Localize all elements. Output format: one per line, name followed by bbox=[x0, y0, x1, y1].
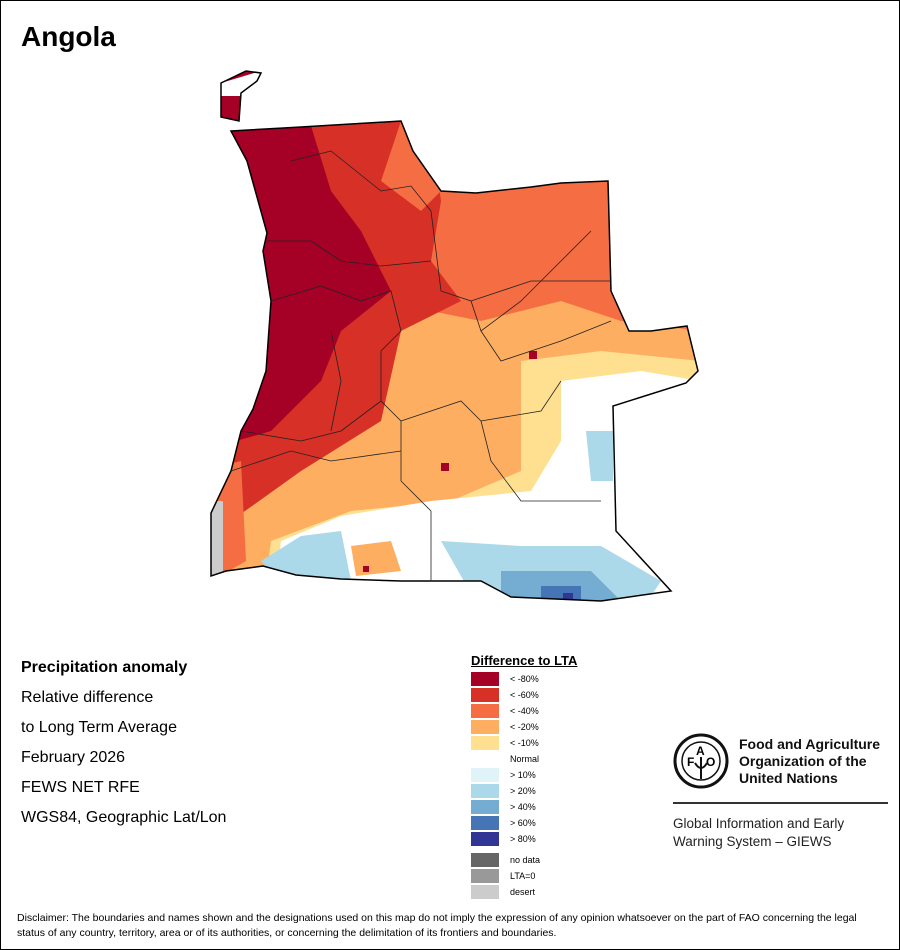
legend-label: < -10% bbox=[510, 738, 539, 748]
legend-label: Normal bbox=[510, 754, 540, 764]
disclaimer: Disclaimer: The boundaries and names sho… bbox=[17, 912, 857, 939]
legend-label: > 20% bbox=[510, 786, 536, 796]
fao-name-line3: United Nations bbox=[739, 770, 838, 786]
map-title: Angola bbox=[21, 21, 116, 52]
legend-label: > 80% bbox=[510, 834, 536, 844]
info-source: FEWS NET RFE bbox=[21, 779, 140, 796]
legend-label: no data bbox=[510, 855, 541, 865]
giews-line1: Global Information and Early bbox=[673, 816, 845, 831]
fao-name-line2: Organization of the bbox=[739, 753, 867, 769]
legend-label: > 10% bbox=[510, 770, 536, 780]
info-projection: WGS84, Geographic Lat/Lon bbox=[21, 809, 227, 826]
legend-label: > 60% bbox=[510, 818, 536, 828]
svg-text:A: A bbox=[696, 744, 705, 758]
legend-swatch bbox=[471, 800, 499, 814]
province-borders bbox=[230, 150, 612, 581]
giews-name: Global Information and Early Warning Sys… bbox=[673, 815, 844, 851]
legend-swatch bbox=[471, 688, 499, 702]
legend-swatch bbox=[471, 736, 499, 750]
info-heading: Precipitation anomaly bbox=[21, 659, 188, 676]
fao-name: Food and Agriculture Organization of the… bbox=[739, 736, 880, 787]
info-line2: to Long Term Average bbox=[21, 719, 177, 736]
legend-label: < -20% bbox=[510, 722, 539, 732]
legend-swatch bbox=[471, 704, 499, 718]
legend-swatch bbox=[471, 720, 499, 734]
legend-swatch bbox=[471, 885, 499, 899]
legend-swatch bbox=[471, 784, 499, 798]
info-line1: Relative difference bbox=[21, 689, 154, 706]
legend-label: LTA=0 bbox=[510, 871, 536, 881]
svg-text:F: F bbox=[687, 755, 694, 769]
fao-name-line1: Food and Agriculture bbox=[739, 736, 881, 752]
legend-swatch bbox=[471, 768, 499, 782]
legend-swatch bbox=[471, 816, 499, 830]
giews-line2: Warning System – GIEWS bbox=[673, 834, 832, 849]
precipitation-anomaly-map bbox=[210, 70, 699, 602]
country-border bbox=[210, 70, 699, 602]
svg-text:O: O bbox=[706, 755, 715, 769]
legend-label: desert bbox=[510, 887, 536, 897]
legend-label: < -40% bbox=[510, 706, 539, 716]
info-period: February 2026 bbox=[21, 749, 126, 766]
legend-swatch bbox=[471, 832, 499, 846]
anomaly-fill bbox=[211, 71, 698, 601]
legend-swatch bbox=[471, 672, 499, 686]
fao-logo-icon: F A O bbox=[673, 733, 729, 789]
legend-label: > 40% bbox=[510, 802, 536, 812]
legend-label: < -60% bbox=[510, 690, 539, 700]
legend-swatch bbox=[471, 869, 499, 883]
divider bbox=[673, 802, 888, 804]
legend-swatch bbox=[471, 853, 499, 867]
legend-label: < -80% bbox=[510, 674, 539, 684]
legend-title: Difference to LTA bbox=[471, 653, 578, 668]
